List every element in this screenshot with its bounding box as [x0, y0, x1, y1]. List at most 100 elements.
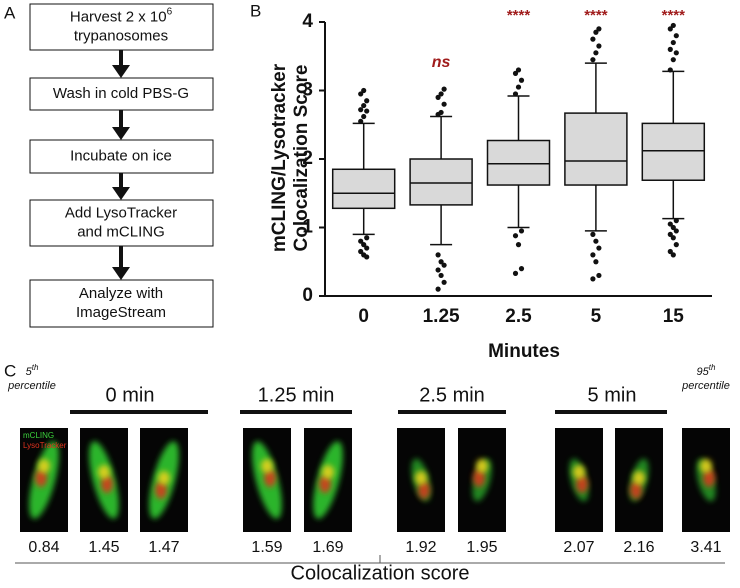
outlier	[590, 57, 596, 63]
outlier	[590, 276, 596, 282]
outlier	[358, 91, 364, 97]
superscript: 6	[167, 6, 173, 17]
significance: ****	[662, 7, 686, 24]
box	[641, 122, 706, 181]
outlier	[515, 84, 522, 90]
arrow-head	[112, 65, 130, 78]
cell-overlap	[415, 471, 427, 485]
cell-overlap	[158, 471, 170, 485]
score-axis-label: Colocalization score	[291, 562, 470, 583]
cell-red	[264, 469, 276, 487]
outlier	[667, 221, 673, 227]
step-box	[29, 279, 214, 328]
outlier	[358, 248, 364, 255]
x-tick-label: 0	[358, 306, 369, 327]
percentile-note: 95th	[697, 363, 716, 378]
step-text: ImageStream	[76, 304, 166, 321]
legend-lysotracker: LysoTracker	[23, 441, 67, 450]
x-tick-label: 1.25	[423, 306, 460, 327]
significance: ns	[432, 54, 451, 71]
outlier	[670, 224, 676, 231]
outlier	[441, 279, 447, 285]
outlier	[667, 248, 673, 255]
outlier	[518, 228, 525, 234]
score: 0.84	[28, 539, 59, 556]
group-title: 1.25 min	[258, 384, 335, 406]
cell-overlap	[98, 465, 110, 479]
box-plot: 0 1 2 3 4 mCLING/LysotrackerColocalization Sc…	[269, 7, 712, 362]
outlier	[670, 252, 676, 258]
step-text: Add LysoTracker	[65, 204, 177, 221]
outlier	[515, 242, 522, 248]
outlier	[361, 87, 367, 94]
group-title: 5 min	[588, 384, 637, 406]
outlier	[670, 22, 676, 29]
outlier	[438, 272, 444, 279]
cell-overlap	[573, 465, 585, 479]
score: 1.92	[405, 539, 436, 556]
legend-mcling: mCLING	[23, 431, 54, 440]
panel-label: B	[250, 1, 261, 20]
score: 1.45	[88, 539, 119, 556]
step-text: Harvest 2 x 106	[70, 6, 173, 25]
panel-label: C	[4, 361, 16, 380]
step-text-part: Harvest 2 x 10	[70, 8, 167, 25]
outlier	[512, 233, 519, 239]
outlier	[438, 259, 444, 265]
outlier	[358, 238, 364, 244]
cell-overlap	[700, 459, 712, 473]
outlier	[441, 101, 447, 107]
outlier	[441, 86, 447, 92]
y-tick-label: 2	[302, 148, 313, 169]
outlier	[512, 270, 519, 276]
y-axis-label-line: Colocalization Score	[291, 65, 312, 252]
score: 2.16	[623, 539, 654, 556]
outlier	[435, 286, 441, 292]
outlier	[670, 39, 676, 46]
box	[564, 112, 628, 186]
outlier	[512, 91, 519, 97]
cell-red	[101, 475, 113, 493]
cell-overlap	[322, 465, 334, 479]
outlier	[673, 242, 679, 248]
outlier	[590, 36, 596, 42]
x-tick-label: 2.5	[505, 306, 532, 327]
x-tick-label: 15	[663, 306, 685, 327]
outlier	[518, 266, 525, 272]
flowchart: Harvest 2 x 106 trypanosomes Wash in cold …	[29, 3, 214, 328]
note-suffix: th	[32, 363, 39, 372]
outlier	[515, 67, 522, 73]
outlier	[667, 46, 673, 53]
cell-red	[35, 469, 47, 487]
cell-overlap	[476, 459, 488, 473]
percentile-note: percentile	[7, 380, 56, 392]
cell-red	[630, 481, 642, 499]
cell-overlap	[38, 459, 50, 473]
outlier	[670, 57, 676, 63]
outlier	[673, 33, 679, 39]
y-tick-label: 0	[302, 285, 313, 306]
note-number: 95	[697, 366, 710, 378]
score: 2.07	[563, 539, 594, 556]
outlier	[667, 26, 673, 32]
outlier	[667, 231, 673, 237]
outlier	[512, 70, 519, 76]
y-axis-label-line: mCLING/Lysotracker	[269, 63, 290, 252]
outlier	[518, 77, 525, 83]
outlier	[358, 118, 364, 124]
cell-red	[319, 475, 331, 493]
outlier	[596, 26, 602, 32]
outlier	[435, 267, 441, 273]
step-box	[29, 3, 214, 51]
outlier	[435, 252, 441, 258]
outlier	[590, 252, 596, 258]
step-text: and mCLING	[77, 223, 165, 240]
y-tick-label: 1	[302, 217, 313, 238]
score: 1.95	[466, 539, 497, 556]
outlier	[364, 235, 370, 241]
panel-label: A	[4, 3, 16, 22]
outlier	[590, 231, 596, 237]
cell-red	[418, 481, 430, 499]
